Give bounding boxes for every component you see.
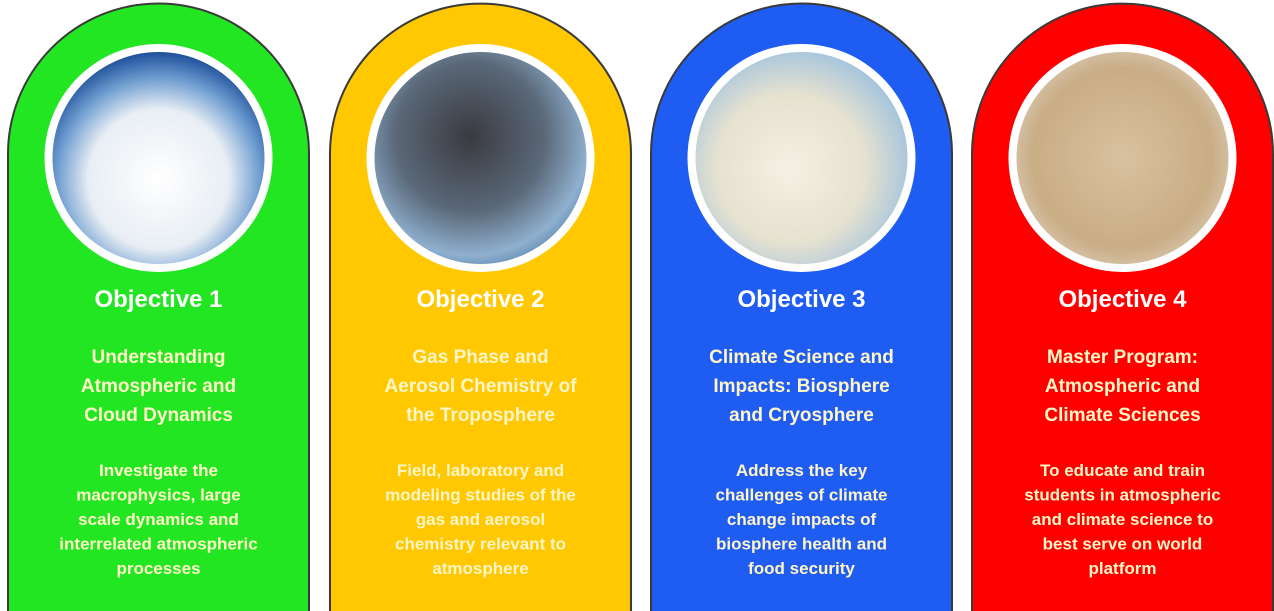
card-description: students in atmospheric bbox=[1024, 486, 1220, 505]
card-subtitle: Cloud Dynamics bbox=[84, 405, 233, 426]
card-subtitle: Climate Sciences bbox=[1044, 405, 1200, 426]
card-title: Objective 1 bbox=[94, 286, 222, 313]
objective-card: Objective 3 Climate Science and Impacts: B… bbox=[650, 2, 953, 611]
objective-card: Objective 1 Understanding Atmospheric and C… bbox=[7, 2, 310, 611]
card-description: best serve on world bbox=[1043, 535, 1203, 554]
card-description: and climate science to bbox=[1032, 510, 1213, 529]
card-subtitle: and Cryosphere bbox=[729, 405, 874, 426]
card-description: Field, laboratory and bbox=[397, 461, 564, 480]
card-description: modeling studies of the bbox=[385, 486, 576, 505]
card-title: Objective 4 bbox=[1058, 286, 1187, 313]
card-description: macrophysics, large bbox=[76, 486, 240, 505]
card-image bbox=[52, 52, 265, 264]
card-subtitle: Master Program: bbox=[1047, 347, 1198, 368]
card-description: gas and aerosol bbox=[416, 510, 545, 529]
card-description: Address the key bbox=[736, 461, 868, 480]
card-subtitle: Impacts: Biosphere bbox=[713, 376, 889, 397]
card-description: Investigate the bbox=[99, 461, 218, 480]
card-description: platform bbox=[1089, 559, 1157, 578]
card-description: food security bbox=[748, 559, 855, 578]
card-image bbox=[1016, 52, 1229, 264]
card-subtitle: Climate Science and bbox=[709, 347, 894, 368]
card-description: interrelated atmospheric bbox=[59, 535, 257, 554]
objective-card: Objective 4 Master Program: Atmospheric an… bbox=[971, 2, 1274, 611]
card-description: processes bbox=[116, 559, 200, 578]
card-image bbox=[374, 52, 587, 264]
card-description: biosphere health and bbox=[716, 535, 887, 554]
card-description: atmosphere bbox=[432, 559, 528, 578]
card-subtitle: Atmospheric and bbox=[81, 376, 236, 397]
card-description: scale dynamics and bbox=[78, 510, 239, 529]
card-description: challenges of climate bbox=[716, 486, 888, 505]
card-description: To educate and train bbox=[1040, 461, 1205, 480]
card-image bbox=[695, 52, 908, 264]
card-title: Objective 2 bbox=[416, 286, 544, 313]
card-description: change impacts of bbox=[727, 510, 877, 529]
card-subtitle: Atmospheric and bbox=[1045, 376, 1200, 397]
card-subtitle: the Troposphere bbox=[406, 405, 555, 426]
card-subtitle: Understanding bbox=[91, 347, 225, 368]
card-subtitle: Aerosol Chemistry of bbox=[384, 376, 577, 397]
card-subtitle: Gas Phase and bbox=[412, 347, 548, 368]
card-description: chemistry relevant to bbox=[395, 535, 566, 554]
objective-card: Objective 2 Gas Phase and Aerosol Chemistr… bbox=[329, 2, 632, 611]
card-title: Objective 3 bbox=[737, 286, 865, 313]
